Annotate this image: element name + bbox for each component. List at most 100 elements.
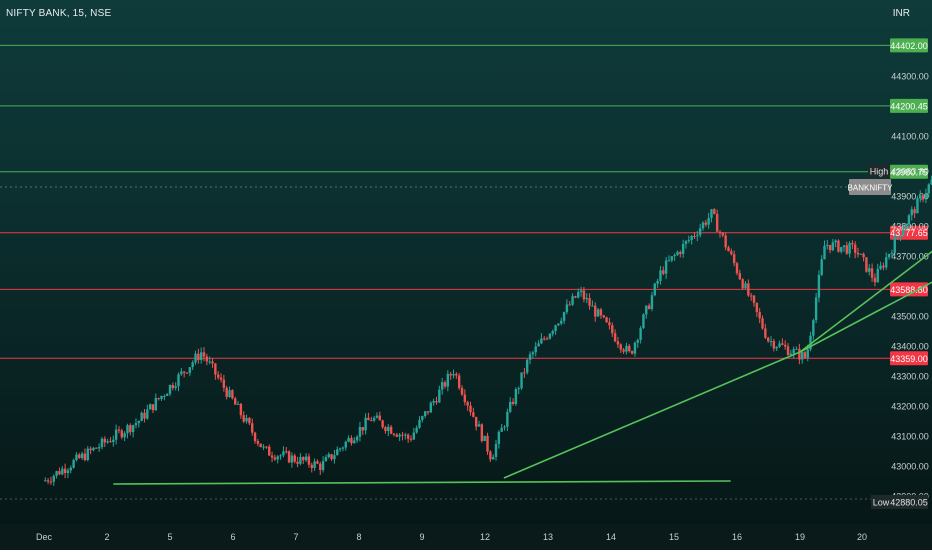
candle-body bbox=[868, 268, 871, 272]
candle-body bbox=[401, 434, 404, 436]
candle-body bbox=[455, 373, 458, 376]
price-tick-label: 44300.00 bbox=[891, 72, 929, 82]
candle-body bbox=[95, 447, 98, 449]
candle-body bbox=[72, 460, 75, 468]
candle-body bbox=[474, 416, 478, 427]
candle-body bbox=[913, 209, 916, 214]
low-value-label: 42880.05 bbox=[890, 497, 928, 507]
candle-body bbox=[469, 405, 472, 413]
price-tick-label: 43900.00 bbox=[891, 192, 929, 202]
candle-body bbox=[537, 343, 540, 347]
price-tick-label: 43500.00 bbox=[891, 312, 929, 322]
high-tag bbox=[868, 163, 890, 178]
time-tick-label: 9 bbox=[419, 532, 424, 542]
time-axis-bar bbox=[0, 524, 932, 550]
candle-body bbox=[131, 425, 135, 433]
candle-body bbox=[803, 352, 807, 358]
candle-body bbox=[370, 420, 373, 422]
candle-body bbox=[820, 259, 823, 275]
candle-body bbox=[409, 438, 413, 440]
level-tag bbox=[890, 164, 928, 179]
candle-body bbox=[721, 232, 725, 236]
candle-body bbox=[613, 333, 617, 342]
candle-body bbox=[710, 209, 713, 218]
candle-body bbox=[440, 382, 444, 390]
candle-body bbox=[199, 352, 203, 361]
candle-body bbox=[151, 404, 155, 411]
candle-body bbox=[384, 427, 387, 432]
candle-body bbox=[616, 341, 620, 345]
candle-body bbox=[463, 394, 467, 403]
candle-body bbox=[916, 198, 919, 214]
candle-body bbox=[372, 417, 376, 421]
candle-body bbox=[545, 338, 549, 340]
candle-body bbox=[134, 423, 138, 426]
candle-body bbox=[667, 260, 671, 262]
candle-body bbox=[837, 240, 840, 252]
candle-body bbox=[191, 362, 194, 368]
candle-body bbox=[659, 270, 662, 281]
candle-body bbox=[642, 314, 645, 329]
candle-body bbox=[154, 398, 158, 411]
candle-body bbox=[752, 295, 756, 303]
candle-body bbox=[421, 416, 424, 420]
candle-body bbox=[299, 457, 302, 464]
candle-body bbox=[520, 372, 523, 389]
candle-body bbox=[809, 335, 812, 350]
candle-body bbox=[902, 229, 905, 236]
price-tick-label: 43400.00 bbox=[891, 342, 929, 352]
candle-body bbox=[684, 240, 688, 244]
candle-body bbox=[735, 263, 739, 274]
candle-body bbox=[511, 401, 515, 404]
time-tick-label: 19 bbox=[795, 532, 805, 542]
candle-body bbox=[670, 256, 673, 261]
candle-body bbox=[387, 426, 390, 432]
time-tick-label: 13 bbox=[543, 532, 553, 542]
candle-body bbox=[429, 402, 433, 413]
candle-body bbox=[310, 464, 313, 469]
candle-body bbox=[268, 446, 271, 456]
candle-body bbox=[129, 425, 132, 433]
candle-body bbox=[160, 395, 163, 399]
candle-body bbox=[182, 371, 186, 373]
candle-body bbox=[208, 361, 211, 363]
candle-body bbox=[106, 441, 109, 443]
level-tag bbox=[890, 98, 928, 113]
candle-body bbox=[548, 333, 552, 339]
candle-body bbox=[924, 193, 928, 200]
candle-body bbox=[582, 290, 586, 300]
candle-body bbox=[423, 411, 427, 417]
candle-body bbox=[457, 375, 461, 388]
candle-body bbox=[619, 344, 622, 350]
candle-body bbox=[707, 217, 710, 225]
candle-body bbox=[636, 339, 639, 343]
candle-body bbox=[171, 385, 175, 389]
trend-line bbox=[799, 281, 932, 353]
candle-body bbox=[163, 395, 166, 397]
candle-body bbox=[812, 320, 815, 336]
candle-body bbox=[500, 427, 503, 432]
candle-body bbox=[216, 374, 220, 378]
candle-body bbox=[330, 454, 333, 460]
candle-body bbox=[571, 296, 574, 305]
candle-body bbox=[290, 455, 294, 463]
candle-body bbox=[870, 268, 874, 278]
candle-body bbox=[845, 245, 849, 254]
candle-body bbox=[509, 401, 512, 412]
candle-body bbox=[114, 429, 118, 440]
candle-body bbox=[302, 457, 305, 461]
candle-body bbox=[732, 254, 736, 264]
candle-body bbox=[517, 388, 520, 390]
candle-body bbox=[262, 446, 265, 448]
candle-body bbox=[789, 353, 793, 355]
candle-body bbox=[823, 245, 826, 260]
candle-body bbox=[681, 243, 685, 254]
price-tick-label: 43000.00 bbox=[891, 462, 929, 472]
candle-body bbox=[622, 349, 625, 352]
candle-body bbox=[406, 434, 410, 439]
candle-body bbox=[66, 470, 70, 473]
candle-body bbox=[817, 274, 821, 298]
candle-body bbox=[568, 304, 571, 306]
